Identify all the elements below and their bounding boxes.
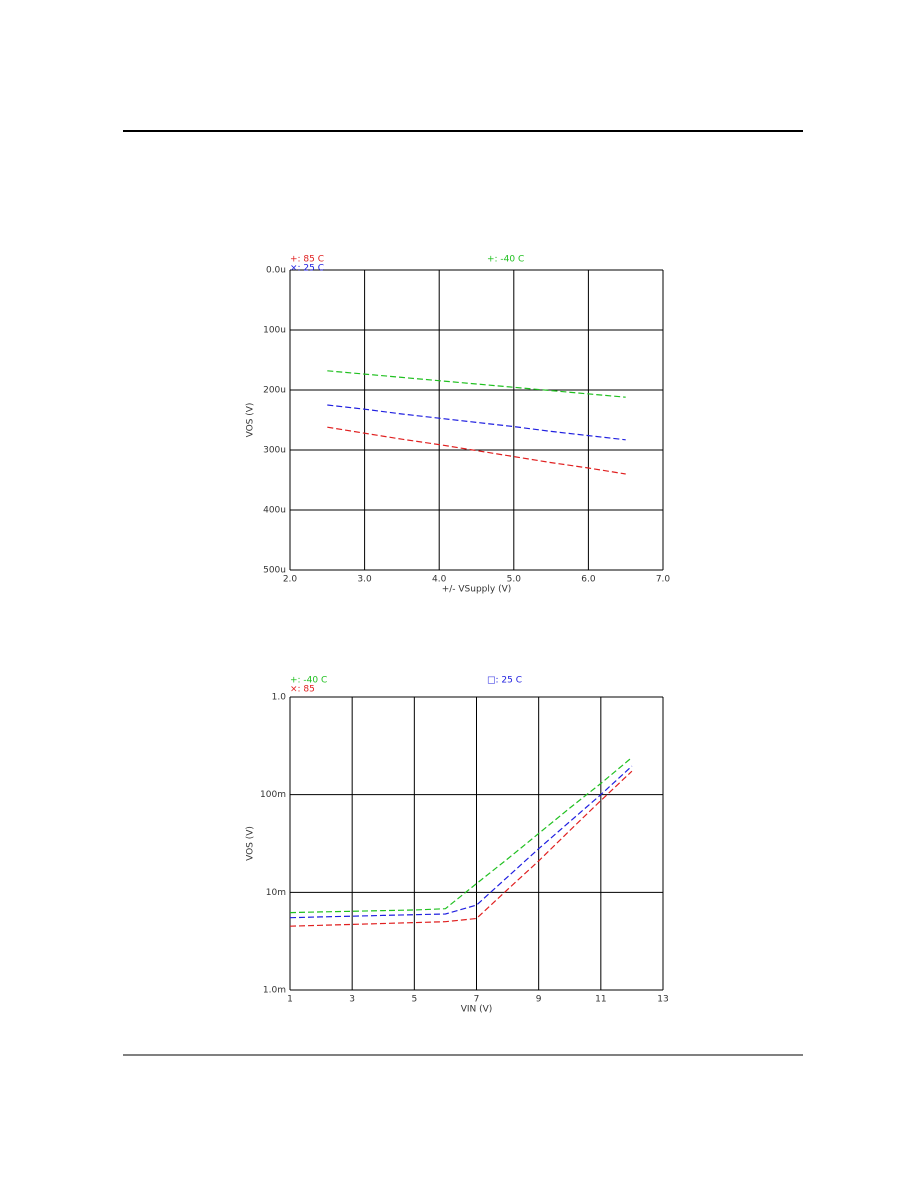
data-line [289, 757, 633, 914]
x-tick-label: 4.0 [432, 575, 447, 585]
y-tick-label: 200u [263, 386, 286, 396]
y-tick-label: 10m [266, 888, 286, 898]
x-tick-label: 5.0 [507, 575, 522, 585]
x-tick-label: 11 [595, 995, 606, 1005]
data-line [289, 770, 633, 927]
data-line [327, 404, 626, 441]
x-tick-label: 3 [349, 995, 355, 1005]
legend-label: □: 25 C [487, 676, 522, 686]
data-line [327, 370, 626, 398]
x-axis-label: +/- VSupply (V) [442, 585, 512, 595]
y-tick-label: 100m [260, 790, 286, 800]
legend-label: ×: 85 [290, 685, 315, 695]
legend-label: +: 85 C [290, 255, 324, 265]
x-tick-label: 2.0 [283, 575, 298, 585]
data-line [289, 765, 633, 919]
y-tick-label: 1.0 [272, 693, 287, 703]
x-tick-label: 13 [657, 995, 668, 1005]
x-tick-label: 6.0 [581, 575, 596, 585]
y-tick-label: 0.0u [266, 266, 286, 276]
x-tick-label: 1 [287, 995, 293, 1005]
x-tick-label: 7.0 [656, 575, 671, 585]
legend-label: ×: 25 C [290, 264, 324, 274]
y-axis-label: VOS (V) [246, 826, 256, 861]
legend-label: +: -40 C [290, 676, 327, 686]
y-tick-label: 300u [263, 446, 286, 456]
y-axis-label: VOS (V) [246, 403, 256, 438]
x-tick-label: 3.0 [357, 575, 372, 585]
x-axis-label: VIN (V) [461, 1005, 493, 1015]
x-tick-label: 7 [474, 995, 480, 1005]
x-tick-label: 9 [536, 995, 542, 1005]
legend-label: +: -40 C [487, 255, 524, 265]
x-tick-label: 5 [411, 995, 417, 1005]
y-tick-label: 500u [263, 566, 286, 576]
y-tick-label: 100u [263, 326, 286, 336]
data-line [327, 426, 626, 475]
y-tick-label: 400u [263, 506, 286, 516]
y-tick-label: 1.0m [263, 986, 286, 996]
